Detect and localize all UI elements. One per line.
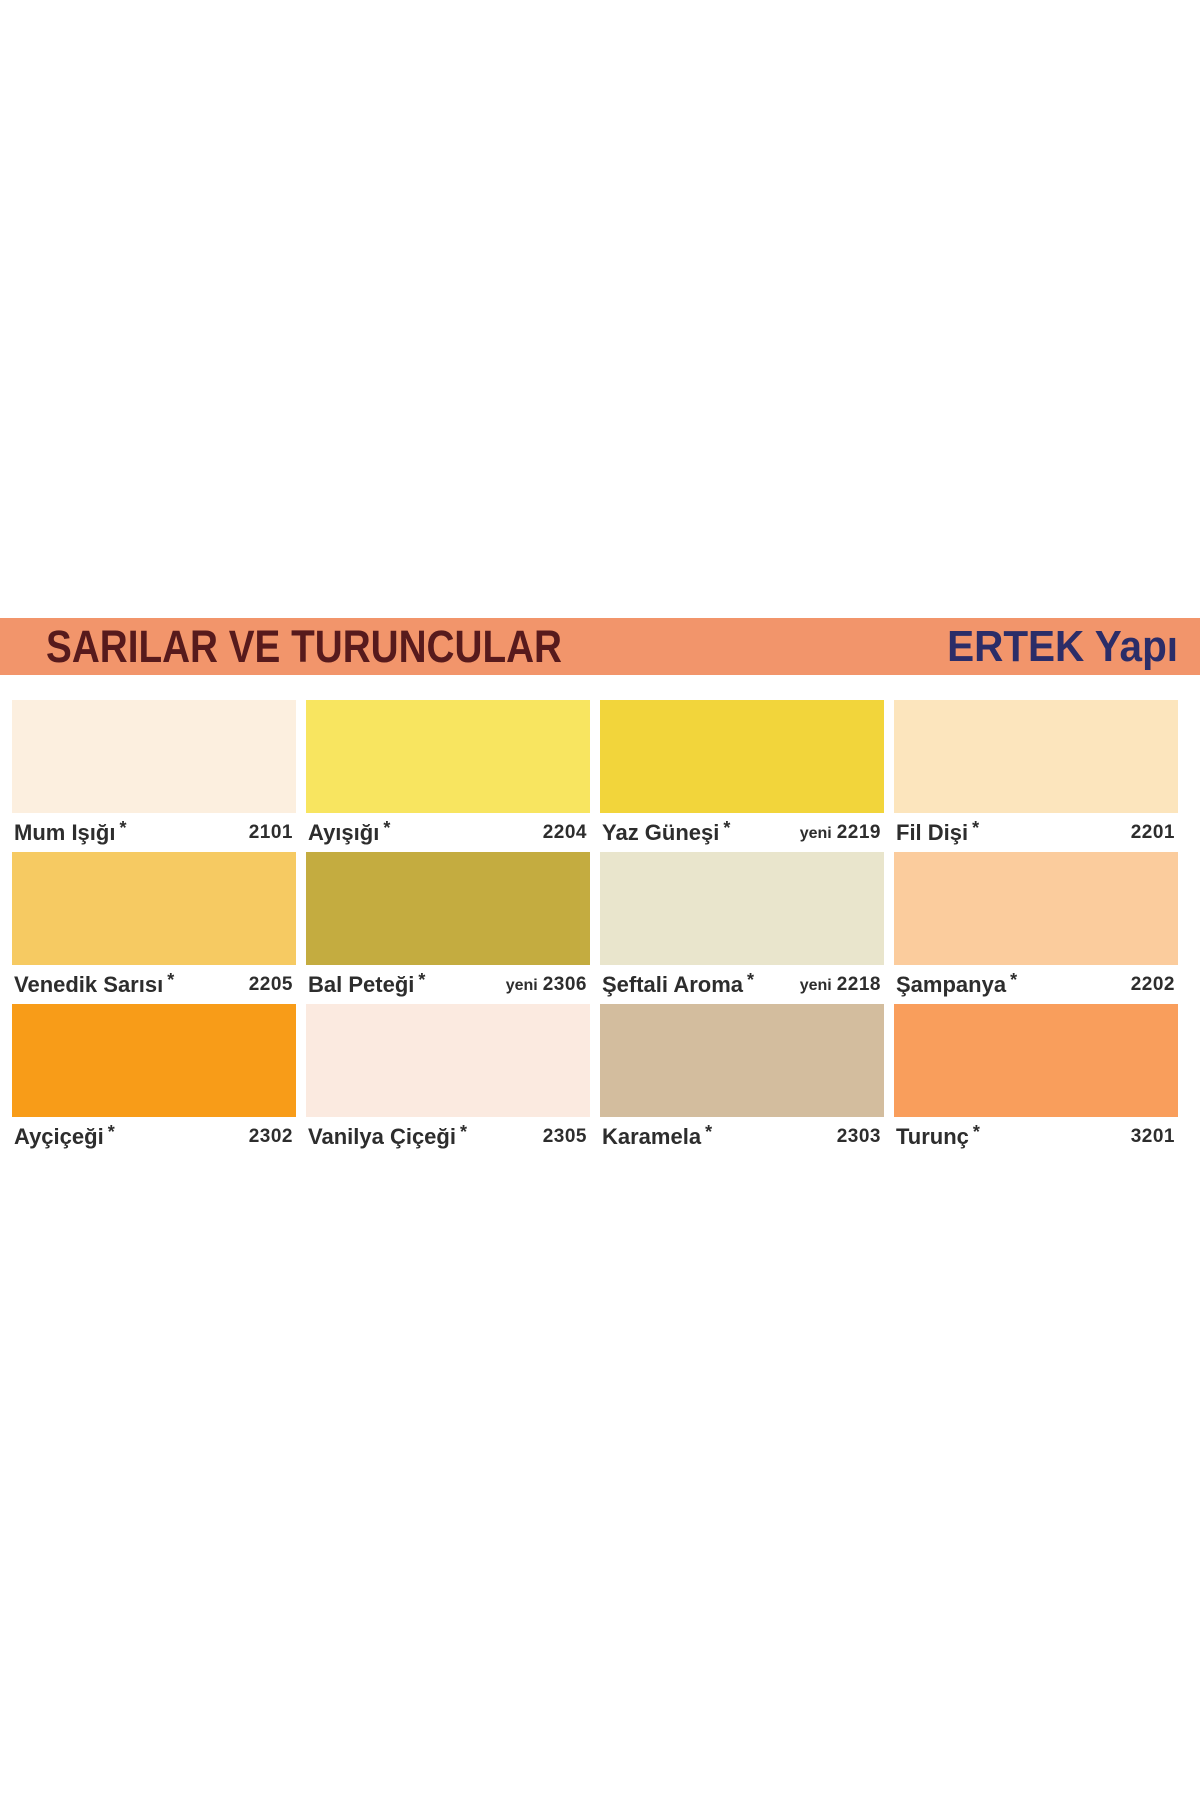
swatch-name: Venedik Sarısı xyxy=(14,971,164,997)
swatch-name: Karamela xyxy=(602,1123,702,1149)
swatch-label-row: Karamela * 2303 xyxy=(600,1117,884,1156)
swatch-cell: Mum Işığı * 2101 xyxy=(12,700,296,852)
swatch-cell: Vanilya Çiçeği * 2305 xyxy=(306,1004,590,1156)
swatch-code: 3201 xyxy=(1130,1125,1175,1147)
swatch-label-row: Fil Dişi * 2201 xyxy=(894,813,1178,852)
swatch-cell: Şampanya * 2202 xyxy=(894,852,1178,1004)
swatch-name: Şampanya xyxy=(896,971,1007,997)
swatch-label-row: Bal Peteği * yeni 2306 xyxy=(306,965,590,1004)
swatch-name: Bal Peteği xyxy=(308,971,415,997)
swatch-name: Yaz Güneşi xyxy=(602,819,720,845)
asterisk-mark: * xyxy=(747,969,755,990)
swatch-code: 2201 xyxy=(1130,821,1175,843)
swatch-grid: Mum Işığı * 2101 Ayışığı * 2204 Yaz Güneşi * yen… xyxy=(12,700,1178,1156)
swatch-cell: Ayçiçeği * 2302 xyxy=(12,1004,296,1156)
swatch-cell: Bal Peteği * yeni 2306 xyxy=(306,852,590,1004)
swatch-code-prefix: yeni xyxy=(505,976,538,994)
swatch-code: 2305 xyxy=(542,1125,587,1147)
swatch-name: Fil Dişi xyxy=(896,819,969,845)
swatch-cell: Fil Dişi * 2201 xyxy=(894,700,1178,852)
color-swatch xyxy=(306,1004,590,1117)
swatch-label-row: Turunç * 3201 xyxy=(894,1117,1178,1156)
asterisk-mark: * xyxy=(972,1121,980,1142)
swatch-label-row: Ayçiçeği * 2302 xyxy=(12,1117,296,1156)
asterisk-mark: * xyxy=(119,817,127,838)
swatch-code-prefix: yeni xyxy=(799,976,832,994)
asterisk-mark: * xyxy=(723,817,731,838)
swatch-name: Şeftali Aroma xyxy=(602,971,744,997)
swatch-label-row: Şampanya * 2202 xyxy=(894,965,1178,1004)
swatch-cell: Şeftali Aroma * yeni 2218 xyxy=(600,852,884,1004)
asterisk-mark: * xyxy=(972,817,980,838)
color-swatch xyxy=(306,700,590,813)
asterisk-mark: * xyxy=(383,817,391,838)
asterisk-mark: * xyxy=(107,1121,115,1142)
swatch-name: Mum Işığı xyxy=(14,819,116,845)
asterisk-mark: * xyxy=(705,1121,713,1142)
asterisk-mark: * xyxy=(1010,969,1018,990)
swatch-label-row: Venedik Sarısı * 2205 xyxy=(12,965,296,1004)
swatch-cell: Venedik Sarısı * 2205 xyxy=(12,852,296,1004)
color-swatch xyxy=(600,852,884,965)
swatch-code-prefix: yeni xyxy=(799,824,832,842)
swatch-cell: Turunç * 3201 xyxy=(894,1004,1178,1156)
asterisk-mark: * xyxy=(418,969,426,990)
swatch-cell: Ayışığı * 2204 xyxy=(306,700,590,852)
swatch-name: Ayçiçeği xyxy=(14,1123,104,1149)
asterisk-mark: * xyxy=(167,969,175,990)
color-swatch xyxy=(600,700,884,813)
swatch-code: 2204 xyxy=(542,821,587,843)
color-swatch xyxy=(600,1004,884,1117)
swatch-name: Ayışığı xyxy=(308,819,380,845)
color-swatch xyxy=(12,700,296,813)
color-swatch xyxy=(12,852,296,965)
color-swatch xyxy=(894,852,1178,965)
swatch-cell: Yaz Güneşi * yeni 2219 xyxy=(600,700,884,852)
brand-logo-text: ERTEK Yapı xyxy=(947,621,1178,671)
swatch-name: Turunç xyxy=(896,1123,969,1149)
page-title: SARILAR VE TURUNCULAR xyxy=(46,620,562,672)
swatch-code: 2302 xyxy=(248,1125,293,1147)
swatch-code: 2101 xyxy=(248,821,293,843)
swatch-code: 2306 xyxy=(542,973,587,995)
color-swatch xyxy=(894,700,1178,813)
header-bar: SARILAR VE TURUNCULAR ERTEK Yapı xyxy=(0,618,1200,675)
swatch-code: 2303 xyxy=(836,1125,881,1147)
color-swatch xyxy=(306,852,590,965)
color-swatch xyxy=(894,1004,1178,1117)
swatch-code: 2218 xyxy=(836,973,881,995)
swatch-label-row: Mum Işığı * 2101 xyxy=(12,813,296,852)
swatch-label-row: Yaz Güneşi * yeni 2219 xyxy=(600,813,884,852)
swatch-code: 2202 xyxy=(1130,973,1175,995)
swatch-label-row: Ayışığı * 2204 xyxy=(306,813,590,852)
swatch-code: 2205 xyxy=(248,973,293,995)
asterisk-mark: * xyxy=(459,1121,467,1142)
swatch-label-row: Vanilya Çiçeği * 2305 xyxy=(306,1117,590,1156)
swatch-cell: Karamela * 2303 xyxy=(600,1004,884,1156)
swatch-name: Vanilya Çiçeği xyxy=(308,1123,456,1149)
swatch-label-row: Şeftali Aroma * yeni 2218 xyxy=(600,965,884,1004)
color-swatch xyxy=(12,1004,296,1117)
swatch-code: 2219 xyxy=(836,821,881,843)
